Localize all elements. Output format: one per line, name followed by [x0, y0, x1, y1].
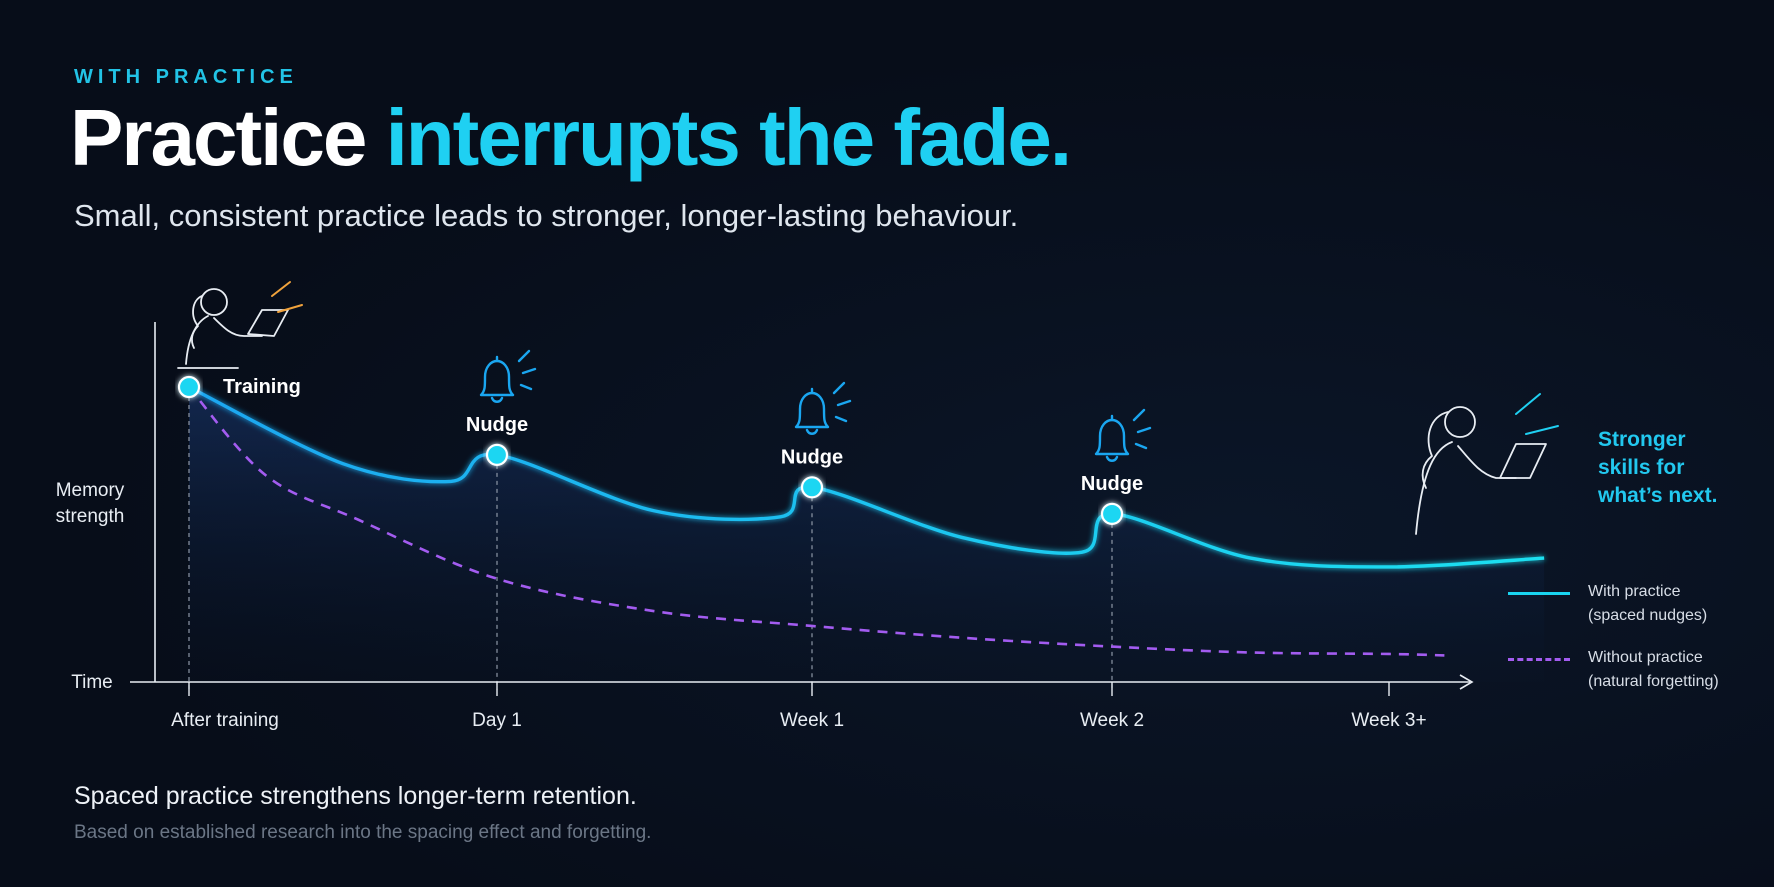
footer-note: Based on established research into the s…: [74, 822, 652, 843]
legend-line: Without practice: [1588, 649, 1703, 666]
bell-wave: [521, 367, 537, 375]
end-note: Stronger skills for what’s next.: [1598, 426, 1768, 510]
legend-swatch-solid: [1508, 592, 1570, 595]
x-tick-label: Week 3+: [1351, 710, 1426, 731]
bell-body: [1094, 418, 1130, 456]
bell-icon: [479, 349, 537, 403]
footer-main: Spaced practice strengthens longer-term …: [74, 782, 637, 810]
x-axis-label: Time: [71, 672, 113, 693]
x-tick-label: Week 1: [780, 710, 844, 731]
illustrations: [177, 281, 1559, 535]
bell-wave: [1134, 442, 1148, 450]
x-tick-label: Week 2: [1080, 710, 1144, 731]
bell-wave: [1136, 426, 1152, 434]
legend-line: (natural forgetting): [1588, 673, 1719, 690]
bell-clapper: [805, 428, 819, 435]
headline-accent: interrupts the fade.: [385, 93, 1073, 182]
eyebrow: WITH PRACTICE: [74, 66, 298, 88]
bell-clapper: [1105, 455, 1119, 462]
series-line-without-practice: [188, 386, 1445, 657]
bell-clapper: [490, 396, 504, 403]
event-marker: [1100, 502, 1124, 525]
headline-lead: Practice: [70, 93, 367, 182]
event-label: Nudge: [1081, 473, 1143, 495]
bell-body: [794, 391, 830, 429]
spark-icon: [1515, 393, 1559, 435]
event-label: Nudge: [781, 446, 843, 468]
event-label: Training: [223, 376, 301, 398]
x-axis-arrow: [1459, 674, 1474, 690]
person-at-laptop-icon: [177, 288, 289, 369]
event-label: Nudge: [466, 414, 528, 436]
legend-line: With practice: [1588, 583, 1681, 600]
subtitle: Small, consistent practice leads to stro…: [74, 198, 1019, 233]
end-note-line: skills for: [1598, 456, 1685, 479]
person-at-laptop-icon: [1415, 406, 1547, 535]
bell-wave: [1132, 408, 1146, 422]
bell-wave: [836, 399, 852, 407]
y-axis-label: Memory strength: [56, 480, 125, 527]
bell-body: [479, 359, 515, 397]
legend-label: With practice (spaced nudges): [1588, 580, 1768, 628]
bell-wave: [519, 383, 533, 391]
event-marker: [485, 443, 509, 466]
end-note-line: what’s next.: [1598, 484, 1718, 507]
bell-wave: [832, 381, 846, 395]
x-tick-label: Day 1: [472, 710, 522, 731]
bell-wave: [834, 415, 848, 423]
end-note-line: Stronger: [1598, 428, 1686, 451]
bell-icon: [1094, 408, 1152, 462]
headline: Practice interrupts the fade.: [70, 98, 1072, 178]
event-marker: [800, 476, 824, 499]
legend-label: Without practice (natural forgetting): [1588, 646, 1768, 694]
spark-icon: [271, 281, 303, 313]
bell-wave: [517, 349, 531, 363]
bell-icon: [794, 381, 852, 435]
event-marker: [177, 375, 201, 399]
practice-area: [189, 387, 1545, 682]
legend-swatch-dashed: [1508, 658, 1570, 661]
legend-line: (spaced nudges): [1588, 607, 1708, 624]
x-tick-label: After training: [171, 710, 279, 731]
